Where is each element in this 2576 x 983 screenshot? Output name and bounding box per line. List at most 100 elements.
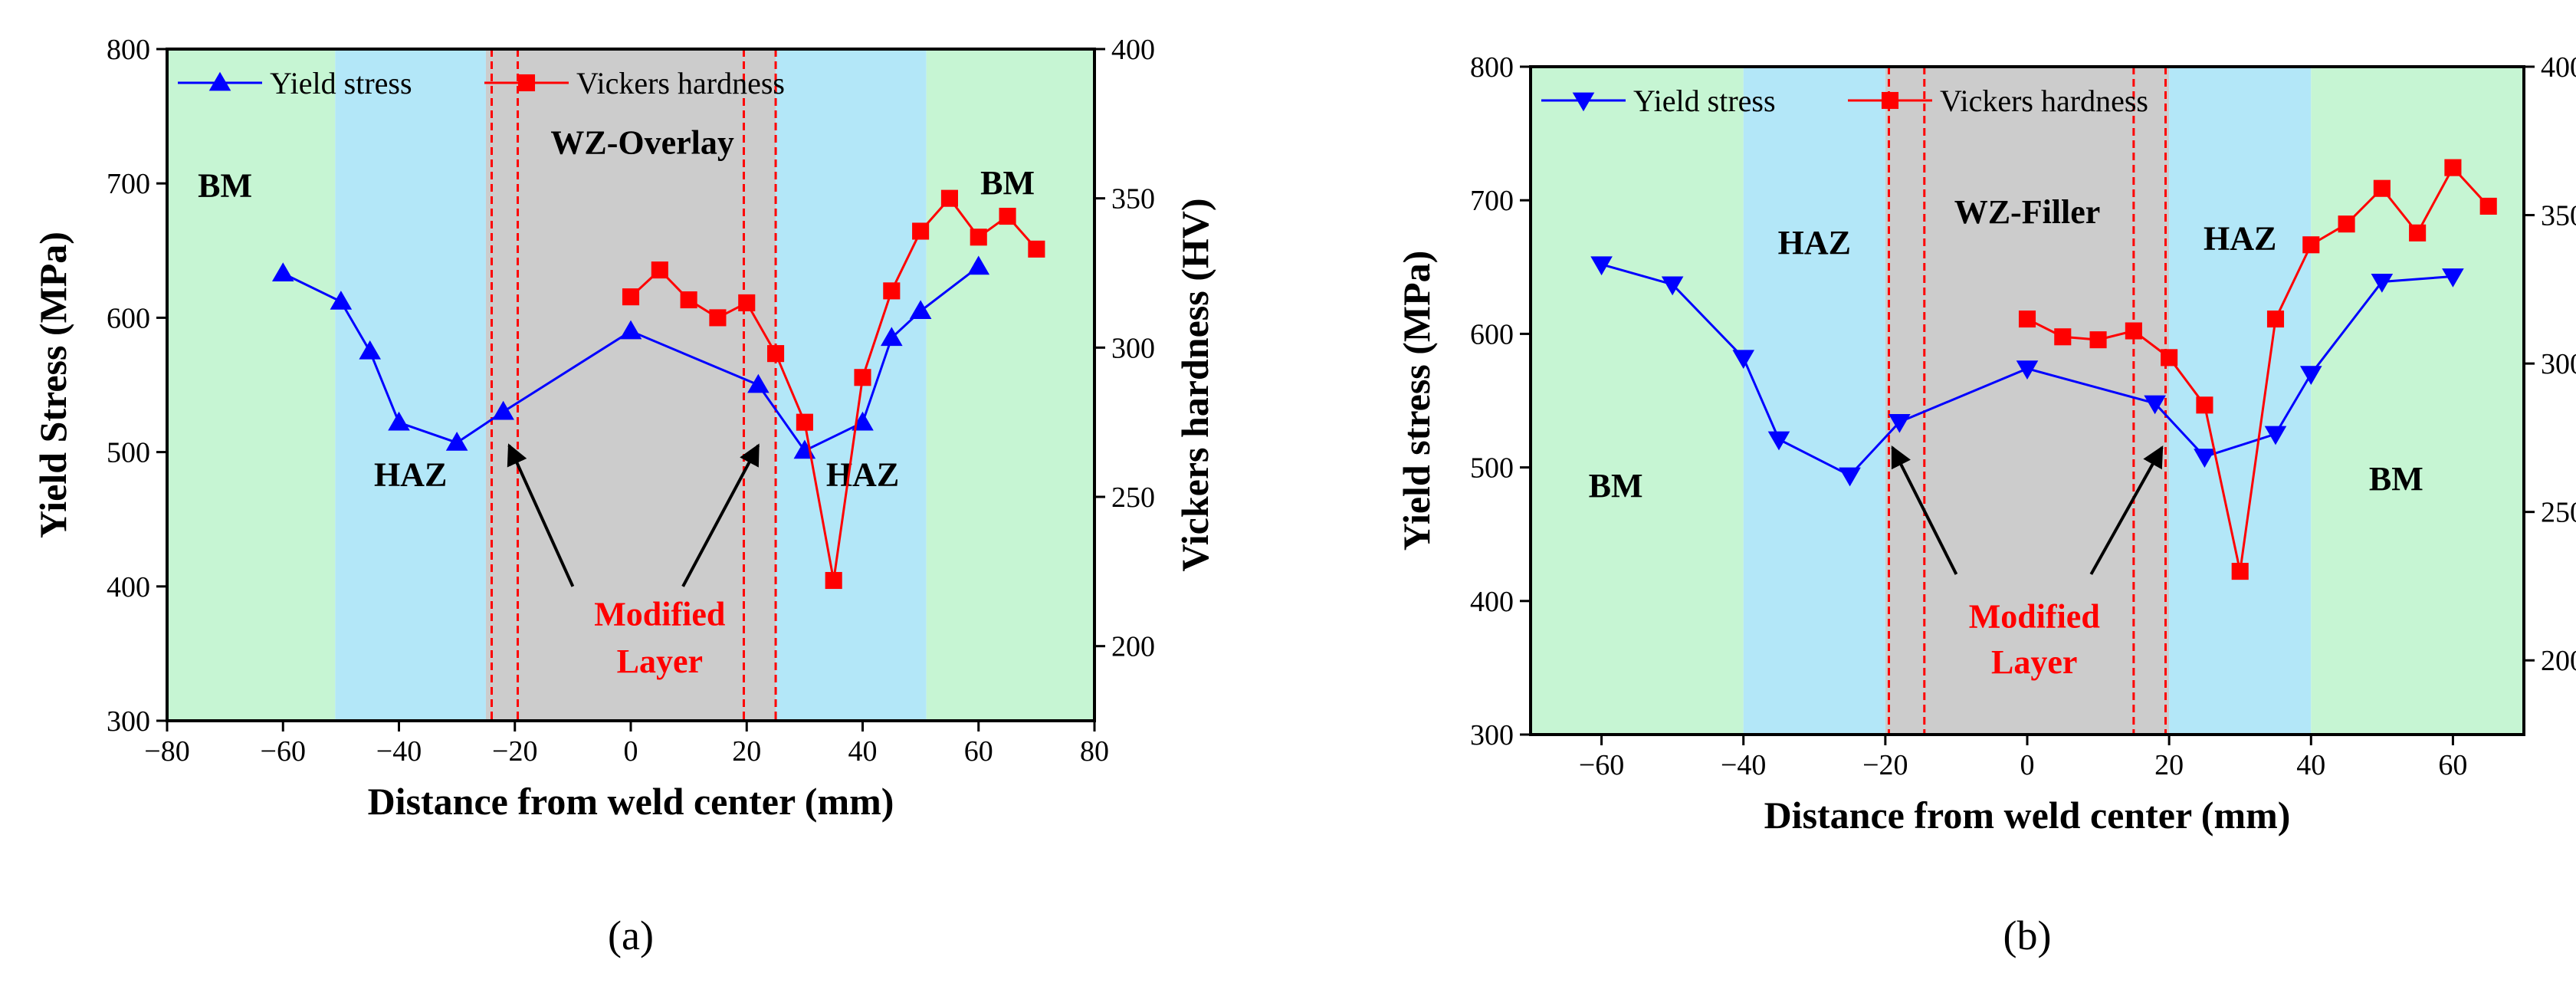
data-point-s0-6: [619, 320, 642, 340]
x-axis-title: Distance from weld center (mm): [1764, 794, 2291, 837]
legend-marker-0: [1572, 92, 1595, 112]
annotation-arrow-1: [681, 443, 760, 587]
xtick-label-0: −60: [1579, 749, 1624, 781]
data-point-s1-6: [2231, 563, 2249, 580]
ytick-label-2: 500: [107, 437, 150, 469]
annotation-arrow-0: [507, 443, 575, 587]
modified-layer-label-1: Layer: [1991, 643, 2077, 681]
xtick-label-2: −40: [376, 735, 422, 768]
region-label-0: BM: [198, 167, 252, 205]
data-point-s0-10: [881, 327, 903, 347]
region-3: [776, 49, 927, 721]
data-point-s1-1: [651, 261, 668, 279]
data-point-s0-11: [2371, 274, 2394, 293]
xtick-label-5: 40: [2296, 749, 2325, 781]
data-point-s0-5: [1889, 413, 1911, 433]
ytick-label-3: 600: [107, 302, 150, 334]
data-point-s1-9: [2338, 215, 2355, 233]
data-point-s1-0: [2018, 310, 2036, 328]
data-point-s0-11: [909, 300, 932, 320]
data-point-s1-3: [709, 309, 727, 327]
data-point-s0-0: [271, 262, 294, 281]
data-point-s1-6: [796, 413, 813, 431]
data-point-s1-7: [2266, 310, 2285, 328]
data-point-s1-10: [912, 222, 930, 240]
region-2: [485, 49, 776, 721]
y2-axis-title: Vickers hardness (HV): [1173, 198, 1216, 571]
modified-layer-label-1: Layer: [617, 643, 703, 680]
annotation-arrow-0: [1891, 445, 1958, 575]
data-point-s0-12: [2442, 268, 2464, 288]
data-point-s1-11: [940, 189, 958, 207]
region-label-3: HAZ: [2204, 220, 2276, 258]
legend-text-0: Yield stress: [270, 66, 412, 100]
data-point-s0-7: [747, 373, 770, 393]
panel-label: (a): [608, 912, 654, 958]
xtick-label-1: −60: [261, 735, 306, 768]
ytick-label-0: 300: [107, 705, 150, 738]
ytick-label-0: 300: [1470, 719, 1514, 751]
y-axis-title: Yield stress (MPa): [1395, 251, 1438, 551]
data-point-s1-5: [767, 345, 785, 363]
data-point-s1-3: [2125, 322, 2142, 340]
xtick-label-3: 0: [2020, 749, 2035, 781]
data-point-s1-12: [970, 228, 987, 246]
data-point-s0-4: [445, 432, 468, 451]
region-4: [2311, 67, 2524, 735]
legend-text-1: Vickers hardness: [576, 66, 785, 100]
data-point-s0-1: [1661, 276, 1684, 296]
data-point-s0-3: [1767, 431, 1790, 451]
ytick-label-4: 700: [107, 168, 150, 200]
data-point-s1-2: [680, 291, 697, 309]
data-point-s1-10: [2373, 179, 2391, 197]
xtick-label-4: 20: [2154, 749, 2184, 781]
data-point-s0-7: [2144, 395, 2166, 415]
annotation-arrow-1: [2089, 445, 2164, 575]
data-point-s1-2: [2089, 331, 2107, 349]
region-0: [1531, 67, 1744, 735]
ytick-label-1: 400: [1470, 586, 1514, 618]
data-point-s0-4: [1839, 467, 1861, 487]
data-point-s1-8: [854, 369, 871, 386]
region-label-4: BM: [2369, 460, 2423, 498]
ytick-label-3: 600: [1470, 318, 1514, 350]
chart-panel-b: BMHAZWZ-FillerHAZBMModifiedLayer30040050…: [1395, 51, 2576, 958]
region-label-3: HAZ: [826, 455, 899, 493]
data-point-s1-13: [999, 207, 1016, 225]
y2tick-label-2: 300: [1111, 332, 1155, 364]
ytick-label-4: 700: [1470, 185, 1514, 217]
data-point-s1-4: [2161, 349, 2178, 367]
data-point-s0-12: [967, 255, 990, 275]
region-label-2: WZ-Filler: [1954, 193, 2101, 231]
region-label-0: BM: [1589, 467, 1643, 505]
y2tick-label-3: 350: [2541, 200, 2576, 232]
y2tick-label-1: 250: [2541, 497, 2576, 529]
legend-marker-1: [517, 74, 536, 92]
data-point-s0-8: [2194, 449, 2216, 468]
ytick-label-1: 400: [107, 571, 150, 603]
region-1: [1743, 67, 1885, 735]
ytick-label-2: 500: [1470, 452, 1514, 485]
data-point-s0-1: [330, 291, 353, 310]
y2tick-label-4: 400: [1111, 34, 1155, 66]
data-point-s0-10: [2299, 366, 2322, 385]
xtick-label-7: 60: [964, 735, 993, 768]
data-point-s0-3: [388, 411, 410, 431]
data-point-s1-9: [883, 282, 901, 300]
region-0: [167, 49, 336, 721]
xtick-label-0: −80: [144, 735, 189, 768]
y2tick-label-4: 400: [2541, 51, 2576, 84]
data-point-s0-5: [492, 400, 514, 420]
y2tick-label-3: 350: [1111, 183, 1155, 215]
data-point-s0-9: [2264, 426, 2287, 445]
data-point-s1-4: [738, 294, 756, 311]
data-point-s1-11: [2409, 224, 2427, 242]
data-point-s1-1: [2054, 328, 2072, 346]
y-axis-title: Yield Stress (MPa): [31, 232, 74, 538]
x-axis-title: Distance from weld center (mm): [368, 780, 894, 823]
legend-text-1: Vickers hardness: [1940, 84, 2148, 118]
data-point-s1-13: [2479, 197, 2497, 215]
legend-marker-0: [208, 71, 231, 91]
region-3: [2169, 67, 2312, 735]
